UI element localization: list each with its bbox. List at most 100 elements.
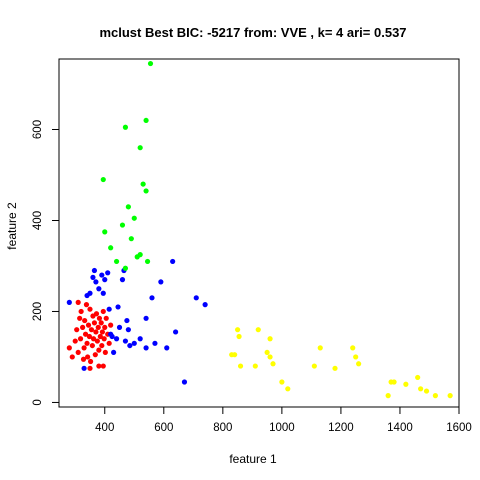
data-point bbox=[116, 324, 123, 330]
data-point bbox=[81, 365, 87, 371]
data-point bbox=[332, 365, 338, 371]
data-point bbox=[86, 333, 93, 340]
series-4 bbox=[229, 327, 453, 399]
x-tick-label: 1000 bbox=[269, 422, 295, 434]
data-point bbox=[85, 322, 92, 328]
data-point bbox=[119, 277, 126, 283]
data-point bbox=[87, 358, 94, 365]
data-point bbox=[415, 374, 421, 381]
y-tick-label: 600 bbox=[32, 120, 44, 139]
data-point bbox=[432, 393, 438, 399]
data-point bbox=[267, 354, 273, 360]
data-point bbox=[66, 299, 72, 305]
y-axis: 0 200 400 600 bbox=[32, 120, 60, 406]
data-point bbox=[353, 354, 359, 360]
data-point bbox=[108, 322, 114, 328]
data-point bbox=[385, 393, 391, 399]
data-point bbox=[403, 381, 409, 387]
data-point bbox=[87, 290, 93, 296]
data-point bbox=[173, 329, 179, 335]
data-point bbox=[102, 277, 108, 283]
data-point bbox=[170, 258, 176, 265]
data-point bbox=[270, 361, 276, 367]
data-point bbox=[100, 308, 106, 315]
data-point bbox=[94, 338, 100, 344]
data-point bbox=[97, 333, 103, 340]
data-point bbox=[88, 327, 95, 333]
data-point bbox=[96, 315, 103, 321]
data-point bbox=[279, 379, 285, 385]
data-point bbox=[391, 379, 397, 385]
x-tick-label: 1200 bbox=[328, 422, 354, 434]
data-point bbox=[99, 329, 105, 335]
x-axis-label: feature 1 bbox=[229, 452, 277, 466]
data-point bbox=[89, 342, 95, 349]
data-point bbox=[267, 336, 273, 342]
data-point bbox=[143, 345, 149, 351]
series-1 bbox=[66, 299, 114, 371]
series-2 bbox=[66, 258, 208, 385]
data-point bbox=[95, 324, 101, 330]
data-point bbox=[418, 386, 424, 392]
plot-area-border bbox=[58, 58, 460, 408]
data-point bbox=[75, 349, 81, 356]
data-point bbox=[152, 340, 158, 346]
data-point bbox=[74, 327, 80, 333]
data-point bbox=[423, 388, 430, 394]
data-point bbox=[108, 245, 114, 251]
data-point bbox=[100, 363, 106, 369]
data-point bbox=[106, 306, 112, 312]
data-point bbox=[149, 295, 155, 301]
data-point bbox=[140, 181, 146, 187]
data-point bbox=[317, 345, 323, 351]
data-point bbox=[127, 342, 133, 349]
data-point bbox=[87, 306, 93, 312]
data-point bbox=[125, 327, 131, 333]
data-point bbox=[91, 320, 98, 326]
data-point bbox=[99, 342, 105, 349]
data-point bbox=[143, 188, 149, 194]
data-point bbox=[128, 236, 134, 242]
data-point bbox=[103, 315, 109, 321]
data-point bbox=[83, 302, 90, 308]
data-point bbox=[193, 295, 199, 301]
y-tick-label: 400 bbox=[32, 211, 44, 230]
data-point bbox=[85, 354, 91, 360]
data-points bbox=[66, 60, 453, 399]
data-point bbox=[101, 336, 107, 342]
data-point bbox=[77, 336, 84, 342]
data-point bbox=[113, 258, 120, 265]
data-point bbox=[237, 363, 244, 369]
data-point bbox=[234, 327, 241, 333]
data-point bbox=[81, 345, 87, 351]
data-point bbox=[90, 274, 96, 280]
data-point bbox=[115, 304, 121, 310]
data-point bbox=[72, 338, 78, 344]
data-point bbox=[90, 336, 97, 342]
data-point bbox=[93, 311, 100, 317]
data-point bbox=[232, 352, 238, 358]
data-point bbox=[105, 270, 111, 276]
data-point bbox=[102, 229, 108, 235]
data-point bbox=[119, 222, 126, 228]
x-tick-label: 1400 bbox=[387, 422, 413, 434]
data-point bbox=[125, 204, 131, 210]
data-point bbox=[137, 252, 143, 258]
data-point bbox=[87, 365, 93, 371]
data-point bbox=[96, 347, 102, 353]
data-point bbox=[350, 345, 356, 351]
data-point bbox=[100, 290, 106, 296]
data-point bbox=[137, 336, 143, 342]
series-3 bbox=[100, 60, 154, 271]
data-point bbox=[285, 386, 291, 392]
x-tick-label: 600 bbox=[154, 422, 173, 434]
data-point bbox=[84, 340, 90, 346]
data-point bbox=[102, 324, 108, 330]
data-point bbox=[447, 393, 453, 399]
data-point bbox=[181, 379, 188, 385]
x-tick-label: 1600 bbox=[446, 422, 472, 434]
data-point bbox=[143, 117, 149, 124]
data-point bbox=[147, 60, 154, 67]
data-point bbox=[66, 345, 72, 351]
